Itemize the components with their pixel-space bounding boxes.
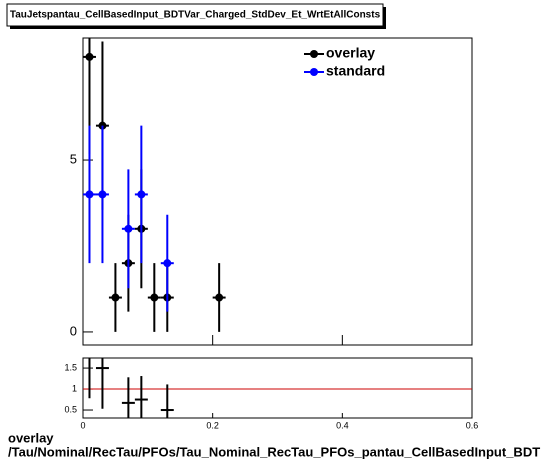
chart-title: TauJetspantau_CellBasedInput_BDTVar_Char… [10,10,381,21]
x-tick-label: 0.6 [466,420,479,430]
x-tick-label: 0 [80,420,85,430]
marker [85,52,94,61]
y-tick-label: 0.5 [64,404,77,414]
title-box [6,3,384,27]
legend-label: overlay [326,45,375,61]
marker [137,190,146,199]
y-tick-label: 5 [70,151,77,166]
legend-marker [310,50,318,58]
y-tick-label: 1 [72,383,77,393]
footer-line: overlay [8,430,54,445]
marker [98,190,107,199]
marker [111,293,120,302]
legend-marker [310,68,318,76]
marker [150,293,159,302]
marker [124,224,133,233]
x-tick-label: 0.4 [336,420,349,430]
legend-label: standard [326,63,385,79]
marker [215,293,224,302]
footer-line: /Tau/Nominal/RecTau/PFOs/Tau_Nominal_Rec… [8,444,540,459]
marker [163,259,172,268]
x-tick-label: 0.2 [206,420,219,430]
ratio-frame [82,357,473,419]
main-frame [82,37,473,346]
y-tick-label: 1.5 [64,362,77,372]
y-tick-label: 0 [70,323,77,338]
marker [85,190,94,199]
